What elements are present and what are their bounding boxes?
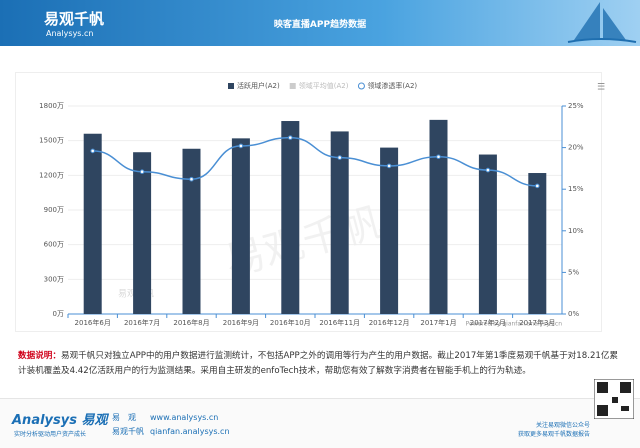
y2-tick-label: 0% [568,310,579,318]
header: 易观千帆 Analysys.cn 映客直播APP趋势数据 [0,0,640,46]
page-title: 映客直播APP趋势数据 [273,20,367,30]
y-tick-label: 600万 [44,241,64,249]
chart-card [15,72,602,332]
legend-swatch [228,83,234,89]
link-url[interactable]: qianfan.analysys.cn [150,427,230,436]
line-point [238,143,244,149]
y2-tick-label: 20% [568,144,584,152]
y2-tick-label: 5% [568,268,579,276]
x-tick-label: 2016年9月 [223,318,259,327]
y2-tick-label: 25% [568,102,584,110]
y-tick-label: 900万 [44,206,64,214]
chart: 易观千帆 易观千帆 Powered by qianfan.analysys.cn… [39,81,605,328]
qr-text-1: 关注易观微信公众号 [535,422,590,429]
y2-tick-label: 10% [568,227,584,235]
qr-text: 关注易观微信公众号获取更多易观千帆数据报告 [518,421,590,439]
line-point [386,163,392,169]
y-tick-label: 0万 [53,310,64,318]
footer-slogan: 实时分析驱动用户资产成长 [14,431,87,438]
brand: 易观千帆 [44,10,105,28]
line-point [436,154,441,160]
qr-code [594,379,634,419]
x-tick-label: 2016年11月 [319,318,360,327]
legend-swatch [357,82,365,90]
legend-label[interactable]: 领域平均值(A2) [299,81,349,90]
x-tick-label: 2016年12月 [369,318,410,327]
y-tick-label: 1800万 [39,102,64,110]
y2-tick-label: 15% [568,185,584,193]
bar [231,138,250,314]
link-name: 易观千帆 [112,427,144,436]
legend-label[interactable]: 领域渗透率(A2) [367,81,417,90]
bar [380,147,399,314]
x-tick-label: 2016年8月 [173,318,209,327]
x-tick-label: 2017年2月 [470,318,506,327]
x-tick-label: 2017年1月 [420,318,456,327]
sailboat [567,2,637,43]
line-point [485,167,491,173]
bar [182,148,201,314]
y-tick-label: 300万 [44,275,64,283]
bar [83,133,102,314]
y-tick-label: 1500万 [39,137,64,145]
legend-swatch [289,83,296,89]
menu-icon[interactable]: ☰ [597,83,605,93]
x-tick-label: 2016年7月 [124,318,160,327]
x-tick-label: 2016年10月 [270,318,311,327]
bar [133,152,152,314]
brand-sub: Analysys.cn [46,29,94,38]
line-point [189,176,194,182]
footer-logo: Analysys 易观 [12,413,108,428]
note-text: 易观千帆只对独立APP中的用户数据进行监测统计，不包括APP之外的调用等行为产生… [18,351,619,376]
credit: Powered by qianfan.analysys.cn [466,321,563,328]
link-url[interactable]: www.analysys.cn [150,413,219,422]
note-label: 数据说明： [18,351,61,361]
legend-label[interactable]: 活跃用户(A2) [237,81,280,90]
bar [478,154,497,314]
line-point [337,155,343,160]
line-point [288,135,293,140]
line-point [139,169,145,175]
footer: Analysys 易观 实时分析驱动用户资产成长 易 观 www.analysys… [0,379,640,448]
line [92,136,538,187]
bar [429,119,448,314]
note: 数据说明：易观千帆只对独立APP中的用户数据进行监测统计，不包括APP之外的调用… [18,349,623,379]
bar [281,121,300,315]
bar [330,131,349,314]
x-tick-label: 2017年3月 [519,318,555,327]
y-tick-label: 1200万 [39,171,64,179]
x-tick-label: 2016年6月 [75,318,111,327]
link-name: 易 观 [112,413,136,422]
qr-text-2: 获取更多易观千帆数据报告 [517,431,590,438]
bar [528,173,547,314]
line-point [90,148,95,154]
footer-links: 易 观 www.analysys.cn 易观千帆 qianfan.analysys.… [112,411,230,439]
line-point [535,183,540,189]
